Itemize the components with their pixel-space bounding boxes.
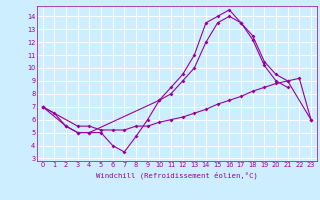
X-axis label: Windchill (Refroidissement éolien,°C): Windchill (Refroidissement éolien,°C): [96, 171, 258, 179]
